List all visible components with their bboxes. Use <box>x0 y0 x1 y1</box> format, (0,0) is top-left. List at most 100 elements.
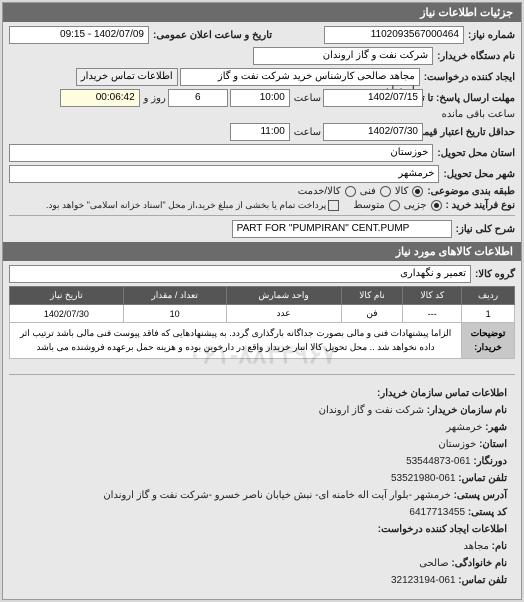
resp-date-field: 1402/07/15 <box>323 89 423 107</box>
cell-date: 1402/07/30 <box>10 305 124 323</box>
row-need-no: شماره نیاز: 1102093567000464 تاریخ و ساع… <box>9 26 515 44</box>
cell-row: 1 <box>462 305 515 323</box>
c-city-label: شهر: <box>485 422 507 433</box>
contact-block: اطلاعات تماس سازمان خریدار: نام سازمان خ… <box>9 379 515 595</box>
public-date-label: تاریخ و ساعت اعلان عمومی: <box>151 30 272 41</box>
device-field: شرکت نفت و گاز اروندان <box>253 47 433 65</box>
radio-low-label: جزیی <box>402 200 427 211</box>
col-unit: واحد شمارش <box>226 287 341 305</box>
group-label: گروه کالا: <box>473 269 515 280</box>
items-section-title: اطلاعات کالاهای مورد نیاز <box>3 242 521 261</box>
category-radio-goods[interactable]: کالا/خدمت <box>296 186 356 197</box>
fax-label: دورنگار: <box>473 456 507 467</box>
row-group: گروه کالا: تعمیر و نگهداری <box>9 265 515 283</box>
note-text-cell: الزاما پیشنهادات فنی و مالی بصورت جداگان… <box>10 323 462 359</box>
post-label: کد پستی: <box>468 507 507 518</box>
addr-value: خرمشهر -بلوار آیت اله خامنه ای- نبش خیاب… <box>103 490 450 501</box>
c-province-value: خوزستان <box>438 439 476 450</box>
addr-label: آدرس پستی: <box>454 490 507 501</box>
province-field: خوزستان <box>9 144 433 162</box>
req-creator-title: اطلاعات ایجاد کننده درخواست: <box>378 524 507 535</box>
need-no-field: 1102093567000464 <box>324 26 464 44</box>
radio-goods-label: کالا/خدمت <box>296 186 341 197</box>
details-panel: جزئیات اطلاعات نیاز شماره نیاز: 11020935… <box>2 2 522 600</box>
public-date-field: 1402/07/09 - 09:15 <box>9 26 149 44</box>
remain-field: 00:06:42 <box>60 89 140 107</box>
treasury-checkbox[interactable] <box>328 200 339 211</box>
radio-mid-label: متوسط <box>351 200 384 211</box>
time-label-1: ساعت <box>292 93 321 104</box>
category-radio-sub[interactable]: فنی <box>358 186 391 197</box>
c-province-label: استان: <box>479 439 507 450</box>
radio-sub-label: فنی <box>358 186 376 197</box>
province-label: استان محل تحویل: <box>435 148 515 159</box>
phone-label: تلفن تماس: <box>458 473 507 484</box>
group-field: تعمیر و نگهداری <box>9 265 471 283</box>
note-label-cell: توضیحات خریدار: <box>462 323 515 359</box>
valid-time-field: 11:00 <box>230 123 290 141</box>
table-note-row: توضیحات خریدار: الزاما پیشنهادات فنی و م… <box>10 323 515 359</box>
city-field: خرمشهر <box>9 165 439 183</box>
org-label: نام سازمان خریدار: <box>427 405 507 416</box>
process-radio-low[interactable]: جزیی <box>402 200 442 211</box>
creator-label: ایجاد کننده درخواست: <box>422 72 515 83</box>
col-name: نام کالا <box>341 287 403 305</box>
device-label: نام دستگاه خریدار: <box>435 51 515 62</box>
creator-field: مجاهد صالحی کارشناس خرید شرکت نفت و گاز … <box>180 68 420 86</box>
fax-value: 061-53544873 <box>406 456 471 467</box>
cell-code: --- <box>403 305 462 323</box>
category-label: طبقه بندی موضوعی: <box>425 186 515 197</box>
items-table: ردیف کد کالا نام کالا واحد شمارش تعداد /… <box>9 286 515 359</box>
need-title-label: شرح کلی نیاز: <box>454 224 515 235</box>
form-body: شماره نیاز: 1102093567000464 تاریخ و ساع… <box>3 22 521 599</box>
radio-icon <box>345 186 356 197</box>
phone-value: 061-53521980 <box>391 473 456 484</box>
col-code: کد کالا <box>403 287 462 305</box>
days-label: روز و <box>142 93 166 104</box>
resp-deadline-label: مهلت ارسال پاسخ: تا تاریخ: <box>425 93 515 104</box>
table-header-row: ردیف کد کالا نام کالا واحد شمارش تعداد /… <box>10 287 515 305</box>
days-field: 6 <box>168 89 228 107</box>
process-note: پرداخت تمام یا بخشی از مبلغ خرید،از محل … <box>44 200 326 211</box>
row-validity: حداقل تاریخ اعتبار قیمت: تا تاریخ: 1402/… <box>9 123 515 141</box>
panel-title: جزئیات اطلاعات نیاز <box>3 3 521 22</box>
col-date: تاریخ نیاز <box>10 287 124 305</box>
col-row: ردیف <box>462 287 515 305</box>
need-title-field: PART FOR "PUMPIRAN" CENT.PUMP <box>232 220 452 238</box>
row-province: استان محل تحویل: خوزستان <box>9 144 515 162</box>
process-radio-mid[interactable]: متوسط <box>351 200 399 211</box>
valid-date-field: 1402/07/30 <box>323 123 423 141</box>
family-label: نام خانوادگی: <box>451 558 507 569</box>
row-creator: ایجاد کننده درخواست: مجاهد صالحی کارشناس… <box>9 68 515 86</box>
resp-time-field: 10:00 <box>230 89 290 107</box>
family-value: صالحی <box>419 558 448 569</box>
post-value: 6417713455 <box>409 507 465 518</box>
need-no-label: شماره نیاز: <box>466 30 515 41</box>
row-need-title: شرح کلی نیاز: PART FOR "PUMPIRAN" CENT.P… <box>9 220 515 238</box>
row-process: نوع فرآیند خرید : جزیی متوسط پرداخت تمام… <box>9 200 515 211</box>
separator-2 <box>9 374 515 375</box>
radio-icon <box>412 186 423 197</box>
remain-label: ساعت باقی مانده <box>440 109 515 120</box>
cell-qty: 10 <box>123 305 226 323</box>
tel-value: 061-32123194 <box>391 575 456 586</box>
valid-label: حداقل تاریخ اعتبار قیمت: تا تاریخ: <box>425 127 515 138</box>
time-label-2: ساعت <box>292 127 321 138</box>
cell-unit: عدد <box>226 305 341 323</box>
radio-icon <box>389 200 400 211</box>
radio-icon <box>380 186 391 197</box>
table-row: 1 --- فن عدد 10 1402/07/30 <box>10 305 515 323</box>
org-value: شرکت نفت و گاز اروندان <box>319 405 424 416</box>
row-category: طبقه بندی موضوعی: کالا فنی کالا/خدمت <box>9 186 515 197</box>
row-response-deadline: مهلت ارسال پاسخ: تا تاریخ: 1402/07/15 سا… <box>9 89 515 120</box>
row-city: شهر محل تحویل: خرمشهر <box>9 165 515 183</box>
city-label: شهر محل تحویل: <box>441 169 515 180</box>
row-device: نام دستگاه خریدار: شرکت نفت و گاز اروندا… <box>9 47 515 65</box>
tel-label: تلفن تماس: <box>458 575 507 586</box>
name-label: نام: <box>492 541 507 552</box>
contact-buyer-button[interactable]: اطلاعات تماس خریدار <box>76 68 178 86</box>
category-radio-all[interactable]: کالا <box>393 186 424 197</box>
process-label: نوع فرآیند خرید : <box>444 200 515 211</box>
contact-title: اطلاعات تماس سازمان خریدار: <box>377 388 507 399</box>
radio-all-label: کالا <box>393 186 409 197</box>
